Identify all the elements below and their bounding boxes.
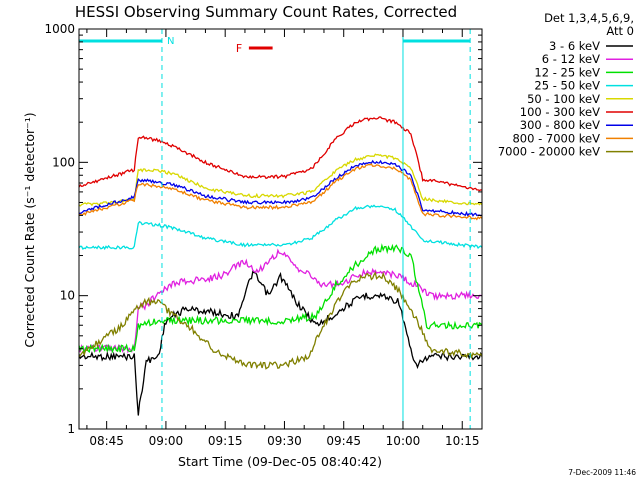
night-label: N: [167, 36, 174, 47]
y-tick-label: 1000: [44, 22, 75, 36]
x-tick-label: 08:45: [89, 434, 124, 448]
footer-timestamp: 7-Dec-2009 11:46: [568, 468, 636, 477]
x-tick-label: 09:15: [208, 434, 243, 448]
y-axis-ticks: 1 10 100 1000: [44, 22, 482, 436]
legend-entry-label: 100 - 300 keV: [520, 105, 600, 119]
legend-header-line1: Det 1,3,4,5,6,9,: [544, 11, 634, 25]
legend-entry-label: 3 - 6 keV: [549, 39, 600, 53]
x-tick-label: 09:00: [149, 434, 184, 448]
y-tick-label: 10: [60, 289, 75, 303]
legend-entry-label: 12 - 25 keV: [534, 65, 600, 79]
series-line-50-100-kev: [79, 153, 482, 207]
legend-entry-label: 50 - 100 keV: [527, 92, 600, 106]
legend-entry-label: 800 - 7000 keV: [512, 131, 600, 145]
x-tick-label: 09:45: [326, 434, 361, 448]
plot-frame: [78, 28, 483, 430]
series-line-7000-20000-kev: [79, 271, 482, 370]
legend-header-line2: Att 0: [606, 24, 634, 38]
x-tick-label: 10:00: [386, 434, 421, 448]
series-layer: [79, 116, 482, 416]
y-axis-label: Corrected Count Rate (s⁻¹ detector⁻¹): [22, 112, 37, 347]
flare-label: F: [236, 42, 242, 55]
series-line-6-12-kev: [79, 248, 482, 354]
series-line-300-800-kev: [79, 159, 482, 217]
chart-title: HESSI Observing Summary Count Rates, Cor…: [75, 3, 457, 21]
x-axis-ticks: 08:45 09:00 09:15 09:30 09:45 10:00 10:15: [86, 29, 483, 448]
x-tick-label: 10:15: [445, 434, 480, 448]
series-line-800-7000-kev: [79, 163, 482, 221]
series-line-100-300-kev: [79, 116, 482, 192]
legend-entry-label: 300 - 800 keV: [520, 118, 600, 132]
x-tick-label: 09:30: [267, 434, 302, 448]
y-tick-label: 100: [52, 155, 75, 169]
series-line-12-25-kev: [79, 243, 482, 354]
y-tick-label: 1: [67, 422, 75, 436]
legend-entry-label: 25 - 50 keV: [534, 79, 600, 93]
legend-entry-label: 7000 - 20000 keV: [498, 145, 600, 159]
series-line-25-50-kev: [79, 204, 482, 251]
x-axis-label: Start Time (09-Dec-05 08:40:42): [178, 454, 382, 469]
legend-entry-label: 6 - 12 keV: [542, 52, 600, 66]
series-line-3-6-kev: [79, 270, 482, 416]
